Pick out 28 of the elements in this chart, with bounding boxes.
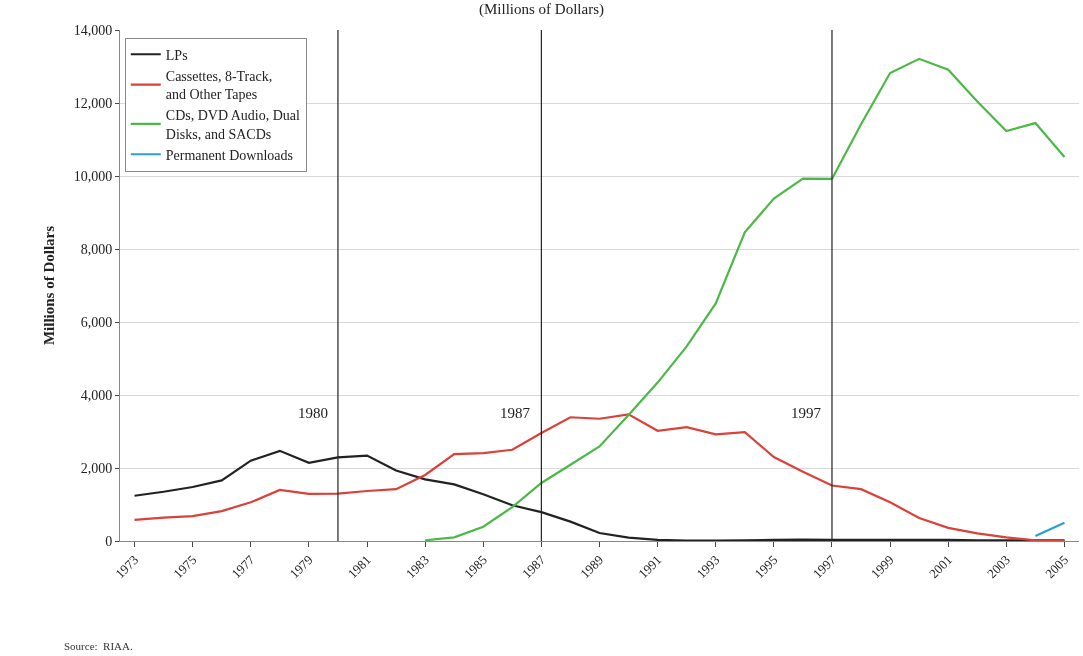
x-tick-label: 1989 (577, 552, 607, 582)
y-axis-title: Millions of Dollars (40, 225, 57, 346)
y-tick-label: 10,000 (73, 168, 113, 184)
x-tick-label: 1993 (693, 552, 723, 582)
x-tick-label: 1985 (460, 552, 490, 582)
x-tick-label: 1999 (867, 552, 897, 582)
legend-label: Cassettes, 8-Track, and Other Tapes (165, 68, 273, 103)
y-tick-label: 6,000 (80, 314, 113, 330)
y-tick-label: 4,000 (80, 387, 113, 403)
y-tick-label: 0 (105, 533, 113, 549)
x-tick-label: 1983 (402, 552, 432, 582)
x-tick-label: 1991 (635, 552, 665, 582)
y-tick-label: 14,000 (73, 22, 113, 38)
x-tick-label: 1973 (112, 552, 142, 582)
y-tick-label: 8,000 (80, 241, 113, 257)
legend-label: Permanent Downloads (165, 147, 293, 163)
x-tick-label: 1981 (344, 552, 374, 582)
ref-line-label: 1980 (298, 405, 328, 421)
source-note: Source: RIAA. (64, 640, 133, 652)
x-tick-label: 1979 (286, 552, 316, 582)
y-tick-label: 2,000 (80, 460, 113, 476)
y-tick-label: 12,000 (73, 95, 113, 111)
ref-line-label: 1997 (791, 405, 822, 421)
legend-label: CDs, DVD Audio, Dual Disks, and SACDs (165, 108, 301, 142)
chart-title: (Millions of Dollars) (479, 0, 604, 18)
line-series (424, 57, 1066, 541)
legend-label: LPs (165, 47, 188, 63)
ref-line-label: 1987 (500, 405, 531, 421)
